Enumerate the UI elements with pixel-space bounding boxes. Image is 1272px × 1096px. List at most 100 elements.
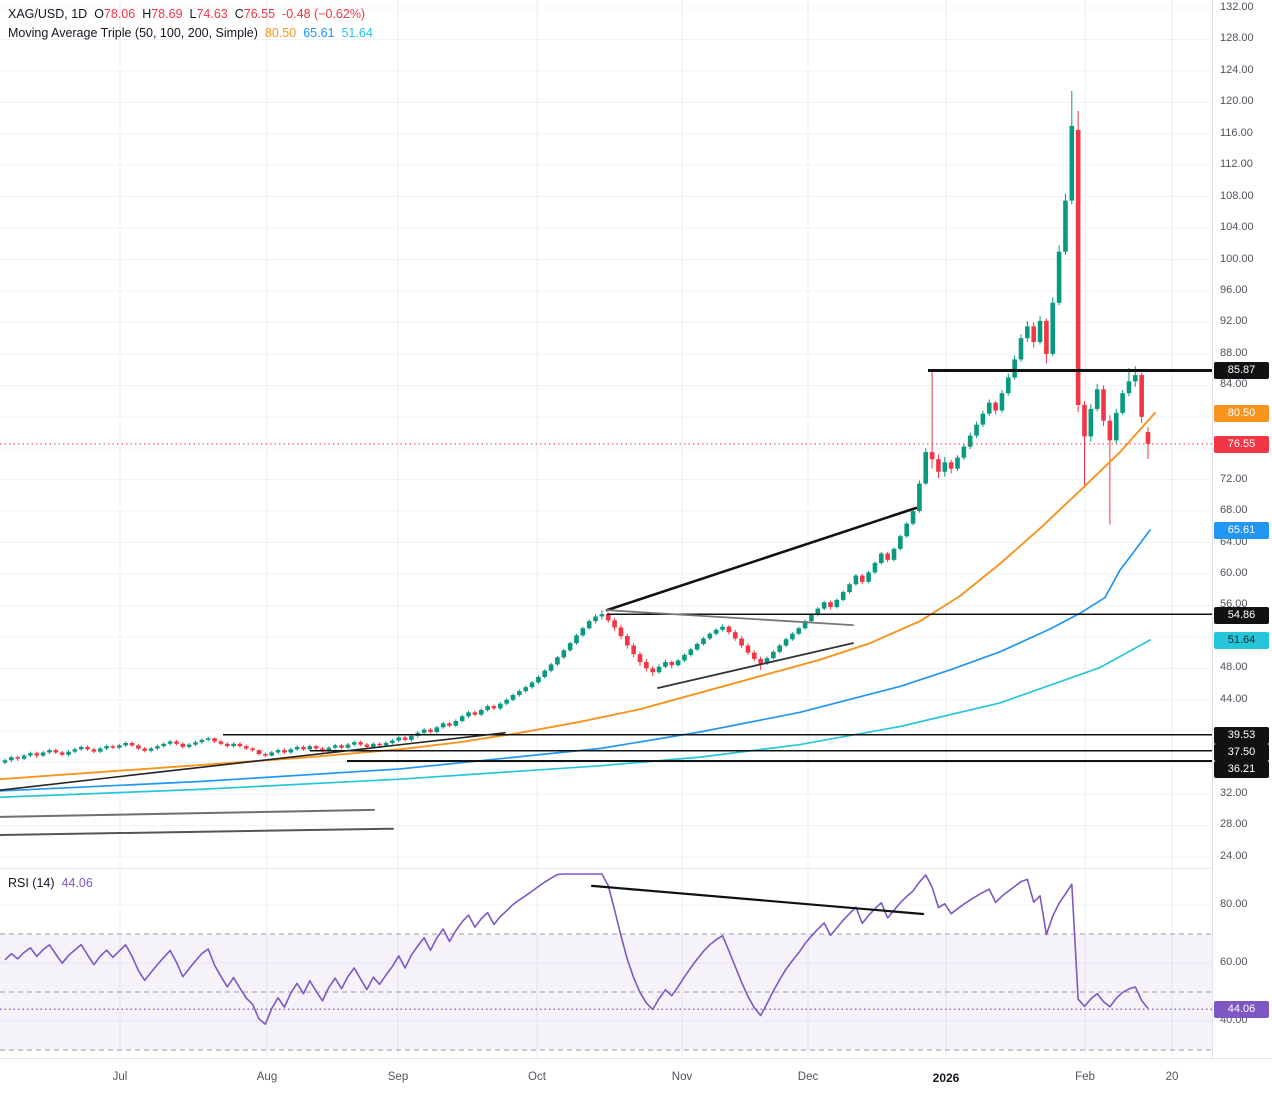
candlestick: [244, 746, 249, 749]
candlestick: [485, 706, 490, 710]
time-axis[interactable]: Jul Aug Sep Oct Nov Dec 2026 Feb 20: [0, 1058, 1272, 1096]
candlestick: [472, 712, 478, 715]
ma100-line[interactable]: [0, 529, 1151, 792]
price-badge: 80.50: [1214, 405, 1269, 422]
candlestick: [936, 459, 941, 472]
candlestick: [1139, 375, 1144, 417]
candlestick: [974, 424, 979, 436]
candlestick: [605, 614, 611, 621]
candlestick: [288, 749, 294, 753]
candlestick: [720, 626, 725, 630]
candlestick: [707, 633, 713, 639]
price-badge: 39.53: [1214, 727, 1269, 744]
ohlc-open: O78.06: [94, 7, 136, 21]
trendline[interactable]: [0, 731, 506, 791]
trendline[interactable]: [0, 827, 394, 836]
time-label: Jul: [112, 1071, 128, 1083]
candlestick: [339, 745, 344, 748]
candlestick: [85, 746, 90, 750]
price-tick: 24.00: [1220, 850, 1248, 862]
candlestick: [625, 636, 630, 646]
candlestick: [136, 745, 141, 749]
candlestick: [224, 743, 230, 747]
candlestick: [904, 523, 909, 537]
symbol-title: XAG/USD, 1D: [8, 7, 88, 21]
time-label: 2026: [932, 1071, 960, 1085]
price-axis[interactable]: 132.00 128.00 124.00 120.00 116.00 112.00 108.…: [1212, 0, 1272, 1058]
trendline[interactable]: [606, 609, 854, 626]
candlestick: [1126, 381, 1132, 394]
candlestick: [402, 737, 408, 740]
trendline[interactable]: [605, 506, 918, 612]
candlestick: [434, 727, 440, 732]
candlestick: [250, 748, 255, 751]
ma-legend[interactable]: Moving Average Triple (50, 100, 200, Sim…: [8, 26, 373, 40]
rsi-line[interactable]: [4, 873, 1149, 1026]
price-tick: 44.00: [1220, 693, 1248, 705]
pane-divider[interactable]: [0, 868, 1212, 869]
price-chart-svg[interactable]: [0, 0, 1212, 1058]
rsi-trendline[interactable]: [590, 884, 925, 916]
trendline[interactable]: [657, 642, 854, 689]
candlestick: [428, 729, 433, 732]
candlestick: [599, 614, 605, 617]
candlestick: [326, 747, 332, 751]
rsi-legend[interactable]: RSI (14) 44.06: [8, 876, 93, 890]
candlestick: [358, 742, 363, 745]
candlestick: [1101, 389, 1106, 421]
price-badge: 65.61: [1214, 522, 1269, 539]
candlestick: [364, 744, 370, 747]
time-label: Aug: [256, 1071, 278, 1083]
ma200-line[interactable]: [0, 639, 1151, 799]
candlestick: [491, 706, 497, 709]
candlestick: [675, 660, 681, 666]
candlestick: [199, 739, 205, 743]
candlestick: [2, 760, 8, 763]
candlestick: [1107, 420, 1113, 441]
candlestick: [409, 735, 414, 740]
candlestick: [66, 751, 71, 755]
candlestick: [275, 750, 281, 753]
candlestick: [1075, 129, 1081, 405]
candlestick: [155, 746, 160, 749]
price-tick: 28.00: [1220, 818, 1248, 830]
candlestick: [148, 748, 154, 751]
price-tick: 128.00: [1220, 32, 1254, 44]
candlestick: [269, 752, 274, 756]
candlestick: [383, 743, 389, 746]
trendline[interactable]: [0, 808, 375, 818]
candlestick: [218, 741, 224, 744]
candlestick: [1063, 200, 1068, 252]
candlestick: [999, 393, 1005, 411]
price-badge: 51.64: [1214, 632, 1269, 649]
candlestick: [923, 452, 929, 484]
candlestick: [180, 743, 186, 747]
candlestick: [726, 626, 732, 633]
candlestick: [688, 649, 694, 655]
price-badge: 85.87: [1214, 362, 1269, 379]
candlestick: [840, 592, 846, 600]
candlestick: [1006, 377, 1011, 394]
price-tick: 48.00: [1220, 661, 1248, 673]
candlestick: [955, 457, 960, 469]
price-badge: 76.55: [1214, 436, 1269, 453]
time-label: 20: [1165, 1071, 1179, 1083]
time-label: Dec: [797, 1071, 819, 1083]
candlestick: [9, 757, 14, 761]
candlestick: [732, 632, 738, 639]
candlestick: [237, 743, 243, 747]
price-tick: 120.00: [1220, 95, 1254, 107]
candlestick: [1145, 432, 1151, 444]
candlestick: [879, 553, 884, 563]
candlestick: [853, 575, 859, 585]
candlestick: [866, 572, 871, 582]
candlestick: [948, 462, 954, 469]
candlestick: [332, 745, 338, 748]
candlestick: [809, 614, 814, 622]
candlestick: [371, 743, 376, 747]
candlestick: [1025, 326, 1030, 339]
candlestick: [1094, 389, 1100, 409]
symbol-legend[interactable]: XAG/USD, 1D O78.06 H78.69 L74.63 C76.55 …: [8, 7, 365, 21]
candlestick: [1018, 338, 1024, 360]
ma50-line[interactable]: [0, 411, 1156, 781]
